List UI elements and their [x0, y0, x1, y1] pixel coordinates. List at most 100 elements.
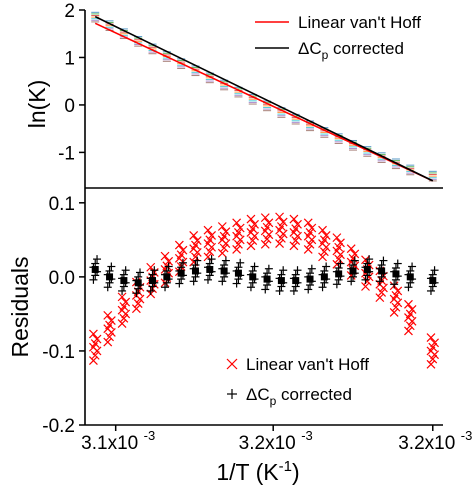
- residual-point-linear: [332, 259, 342, 269]
- fit-line-cp-corrected: [94, 15, 434, 182]
- residual-point-linear: [428, 342, 438, 352]
- residual-point-linear: [103, 310, 113, 320]
- residual-point-linear: [391, 302, 401, 312]
- residual-point-linear: [234, 239, 243, 249]
- x-tick-exponent: -3: [461, 428, 473, 443]
- residual-point-linear: [189, 257, 199, 267]
- top-y-ticks: -1 0 1 2: [58, 1, 85, 164]
- residual-mean-cp: [292, 277, 300, 285]
- residual-point-linear: [119, 313, 129, 323]
- residual-point-linear: [393, 286, 403, 296]
- residual-mean-cp: [206, 265, 214, 273]
- residual-point-linear: [232, 245, 242, 254]
- residual-mean-cp: [306, 275, 314, 283]
- residual-point-linear: [291, 236, 301, 246]
- residual-point-linear: [389, 308, 399, 317]
- residual-point-linear: [332, 233, 342, 243]
- residual-mean-cp: [392, 270, 400, 278]
- legend-label-linear: Linear van't Hoff: [298, 13, 421, 32]
- legend-marker-linear: [226, 358, 238, 370]
- residual-point-linear: [346, 244, 356, 254]
- top-y-axis-label: ln(K): [24, 80, 50, 129]
- residual-point-linear: [262, 234, 272, 244]
- top-y-tick-label: 1: [64, 48, 75, 69]
- residual-mean-cp: [177, 269, 185, 277]
- residual-point-linear: [203, 225, 213, 235]
- residual-mean-cp: [349, 267, 357, 275]
- x-tick-label: 3.2x10: [398, 433, 455, 454]
- residual-point-linear: [221, 227, 231, 237]
- residual-point-linear: [260, 213, 270, 223]
- x-tick-label: 3.1x10: [81, 433, 138, 454]
- x-tick-label: 3.2x10: [239, 433, 296, 454]
- legend-marker-cp: [227, 389, 237, 399]
- residual-point-linear: [350, 249, 360, 259]
- residual-point-linear: [250, 219, 259, 229]
- residual-point-linear: [131, 304, 141, 314]
- residual-mean-cp: [106, 273, 114, 281]
- bottom-x-ticks: 3.1x10 -3 3.2x10 -3 3.2x10 -3: [81, 425, 472, 454]
- residual-point-linear: [361, 255, 370, 265]
- residual-point-linear: [430, 338, 439, 348]
- residual-point-linear: [117, 319, 127, 328]
- residual-point-linear: [205, 247, 215, 257]
- residual-point-linear: [391, 290, 401, 300]
- residual-mean-cp: [120, 277, 128, 285]
- residual-point-linear: [318, 225, 327, 235]
- bottom-y-ticks: -0.2 -0.1 0.0 0.1: [42, 194, 85, 437]
- residual-point-linear: [303, 245, 313, 254]
- residual-point-linear: [121, 297, 131, 307]
- residual-point-linear: [336, 238, 345, 248]
- top-legend: Linear van't Hoff ΔCp corrected: [255, 13, 421, 62]
- residual-point-linear: [90, 350, 100, 360]
- residual-mean-cp: [263, 275, 271, 283]
- residual-point-linear: [133, 299, 143, 308]
- residual-point-linear: [260, 239, 270, 249]
- residual-mean-cp: [163, 273, 171, 281]
- residual-point-linear: [289, 241, 299, 251]
- bottom-y-tick-label: -0.2: [42, 416, 75, 437]
- bottom-panel: -0.2-0.10.00.1 3.1x10 -3 3.2x10 -3 3.2x10 -3 …: [7, 188, 472, 485]
- residual-point-linear: [106, 316, 116, 325]
- residual-point-linear: [305, 239, 315, 249]
- residual-point-linear: [117, 292, 127, 302]
- bottom-y-axis-label: Residuals: [7, 257, 33, 358]
- residual-point-linear: [234, 228, 243, 237]
- bottom-y-tick-label: 0.1: [49, 194, 75, 215]
- residual-point-linear: [275, 239, 285, 248]
- residual-mean-cp: [191, 267, 199, 275]
- residual-point-linear: [334, 242, 344, 252]
- residual-point-linear: [293, 219, 302, 229]
- x-tick-exponent: -3: [301, 428, 313, 443]
- legend-marker-linear-glyph: [226, 358, 238, 370]
- residual-point-linear: [275, 212, 285, 222]
- residual-point-linear: [232, 218, 242, 228]
- residual-point-linear: [334, 254, 344, 264]
- legend-label-cp-residuals: ΔCp corrected: [246, 385, 352, 408]
- bottom-data-layer: [89, 212, 439, 369]
- residual-point-linear: [248, 236, 258, 246]
- residual-point-linear: [318, 252, 327, 262]
- residual-point-linear: [174, 240, 184, 250]
- residual-mean-cp: [277, 277, 285, 285]
- top-y-tick-label: 0: [64, 96, 75, 117]
- bottom-legend: Linear van't Hoff ΔCp corrected: [226, 355, 369, 408]
- residual-point-linear: [164, 256, 174, 266]
- residual-point-linear: [160, 251, 170, 261]
- residual-point-linear: [189, 230, 199, 240]
- residual-point-linear: [162, 261, 172, 271]
- residual-point-linear: [207, 230, 217, 240]
- residual-point-linear: [407, 305, 417, 314]
- bottom-y-tick-label: -0.1: [42, 342, 75, 363]
- residual-point-linear: [289, 214, 299, 224]
- residual-mean-cp: [249, 273, 257, 281]
- residual-mean-cp: [149, 277, 157, 285]
- legend-label-cp: ΔCp corrected: [298, 39, 404, 62]
- top-data-layer: [91, 11, 437, 182]
- residual-mean-cp: [335, 270, 343, 278]
- residual-mean-cp: [234, 269, 242, 277]
- x-axis-label: 1/T (K-1): [216, 458, 299, 485]
- residual-point-linear: [246, 214, 256, 224]
